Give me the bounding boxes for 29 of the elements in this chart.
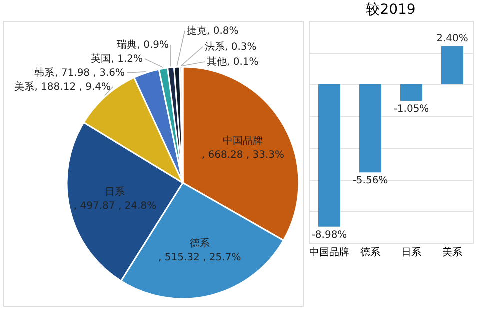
- slice-label: 法系: [205, 41, 225, 53]
- data-label: , 0.3%: [225, 42, 257, 53]
- data-label: -1.05%: [394, 104, 430, 116]
- x-tick-label: 中国品牌: [310, 246, 350, 258]
- slice-label: 捷克: [187, 25, 207, 37]
- data-label: , 0.9%: [137, 40, 169, 51]
- x-tick-label: 德系: [360, 246, 380, 258]
- data-label: , 1.2%: [111, 54, 143, 65]
- data-label: , 71.98 , 3.6%: [55, 68, 125, 79]
- slice-label: 韩系: [34, 67, 55, 79]
- data-label: -8.98%: [312, 230, 348, 241]
- data-label: , 0.8%: [207, 26, 239, 37]
- data-label: , 515.32 , 25.7%: [158, 252, 242, 264]
- slice-label: 德系: [190, 238, 210, 250]
- data-label: , 188.12 , 9.4%: [34, 82, 111, 93]
- data-label: , 497.87 , 24.8%: [74, 200, 157, 212]
- x-tick-label: 日系: [402, 246, 422, 258]
- data-label: , 0.1%: [227, 57, 259, 68]
- data-label: 2.40%: [436, 33, 468, 44]
- slice-label: 中国品牌: [223, 135, 264, 148]
- slice-label: 日系: [105, 186, 126, 198]
- data-label: -5.56%: [352, 176, 388, 187]
- x-tick-label: 美系: [442, 246, 462, 258]
- slice-label: 其他: [207, 56, 227, 68]
- data-label: , 668.28 , 33.3%: [202, 150, 285, 162]
- chart-title: 较2019: [366, 2, 416, 18]
- slice-label: 英国: [91, 53, 112, 65]
- slice-label: 美系: [14, 81, 34, 93]
- slice-label: 瑞典: [117, 39, 138, 51]
